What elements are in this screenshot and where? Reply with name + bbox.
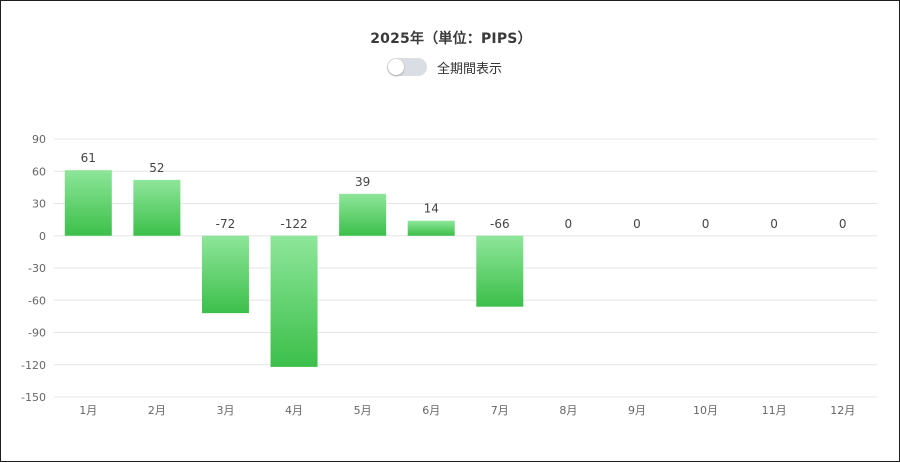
x-tick-label: 10月 [693,404,718,417]
x-tick-label: 6月 [422,404,440,417]
x-tick-label: 8月 [559,404,577,417]
bar-7[interactable] [476,235,524,307]
bar-2[interactable] [133,179,181,236]
bar-3[interactable] [201,235,249,314]
data-label-9: 0 [633,217,641,231]
y-tick-label: -150 [21,391,46,404]
x-tick-label: 7月 [491,404,509,417]
y-axis-ticks: 90 60 30 0 -30 -60 -90 -120 -150 [21,133,46,404]
x-tick-label: 11月 [762,404,787,417]
grid-lines [54,138,877,398]
all-period-toggle-row: 全期間表示 [387,57,502,77]
data-label-12: 0 [839,217,847,231]
x-tick-label: 4月 [285,404,303,417]
bar-4[interactable] [270,235,318,367]
data-label-2: 52 [149,161,164,175]
x-tick-label: 2月 [148,404,166,417]
y-tick-label: 90 [32,133,46,146]
all-period-toggle[interactable] [387,58,427,76]
data-label-6: 14 [424,202,439,216]
y-tick-label: 0 [39,230,46,243]
data-label-8: 0 [565,217,573,231]
data-label-7: -66 [490,217,510,231]
bars [64,170,524,367]
y-tick-label: 30 [32,198,46,211]
y-tick-label: -30 [28,262,46,275]
y-tick-label: -60 [28,294,46,307]
y-tick-label: -120 [21,359,46,372]
data-labels: 61 52 -72 -122 39 14 -66 0 0 0 0 0 [81,151,847,231]
x-tick-label: 12月 [830,404,855,417]
data-label-11: 0 [770,217,778,231]
data-label-5: 39 [355,175,370,189]
toggle-knob [388,59,404,75]
data-label-3: -72 [216,217,236,231]
bar-5[interactable] [339,193,387,236]
x-tick-label: 9月 [628,404,646,417]
bar-6[interactable] [407,220,455,236]
data-label-4: -122 [280,217,307,231]
x-tick-label: 5月 [354,404,372,417]
x-tick-label: 1月 [79,404,97,417]
all-period-toggle-label: 全期間表示 [437,61,503,77]
data-label-10: 0 [702,217,710,231]
bar-1[interactable] [64,170,112,236]
x-axis-ticks: 1月 2月 3月 4月 5月 6月 7月 8月 9月 10月 11月 12月 [79,404,855,417]
y-tick-label: -90 [28,327,46,340]
data-label-1: 61 [81,151,96,165]
y-tick-label: 60 [32,165,46,178]
x-tick-label: 3月 [216,404,234,417]
chart-title: 2025年（単位：PIPS） [370,31,532,47]
